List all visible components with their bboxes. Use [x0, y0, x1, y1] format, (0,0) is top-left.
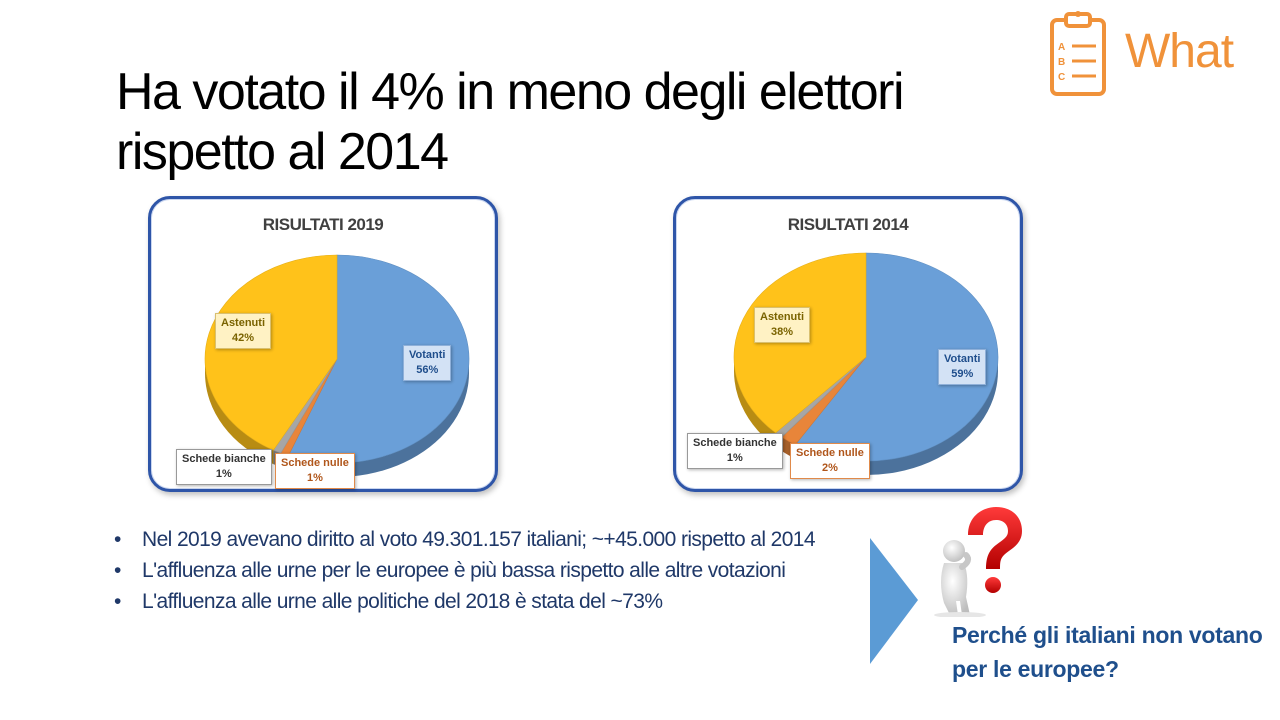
pie-chart-2019 [204, 254, 470, 477]
chart-title: RISULTATI 2014 [787, 215, 909, 234]
question-text: Perché gli italiani non votano per le eu… [952, 622, 1263, 682]
label-schede-nulle: Schede nulle 2% [790, 443, 870, 479]
chart-title: RISULTATI 2019 [262, 215, 384, 234]
pie-slice-astenuti [204, 254, 338, 451]
page-title: Ha votato il 4% in meno degli elettori r… [116, 63, 905, 181]
label-schede-bianche: Schede bianche 1% [687, 433, 783, 469]
label-name: Votanti [944, 353, 981, 365]
label-astenuti: Astenuti 42% [215, 313, 271, 349]
bullet-item: L'affluenza alle urne per le europee è p… [112, 555, 852, 586]
label-value: 38% [770, 326, 794, 338]
clipboard-abc-icon: A B C [1050, 11, 1106, 96]
label-name: Schede bianche [693, 437, 777, 449]
pie-side-votanti [795, 357, 998, 475]
bullet-item: L'affluenza alle urne alle politiche del… [112, 586, 852, 617]
what-label: What [1125, 25, 1234, 78]
label-value: 56% [416, 364, 439, 376]
label-name: Schede bianche [182, 453, 266, 465]
chart-card-2014: RISULTATI 2014 Astenuti 38% Votanti 59% … [673, 196, 1023, 492]
label-name: Astenuti [221, 317, 265, 329]
question-person-icon [934, 507, 1022, 617]
label-value: 1% [215, 468, 232, 480]
arrow-right-icon [870, 538, 918, 664]
label-schede-nulle: Schede nulle 1% [275, 453, 355, 489]
label-astenuti: Astenuti 38% [754, 307, 810, 343]
label-value: 2% [821, 462, 838, 474]
bullet-item: Nel 2019 avevano diritto al voto 49.301.… [112, 524, 852, 555]
label-name: Votanti [409, 349, 446, 361]
label-value: 59% [951, 368, 974, 380]
svg-text:A: A [1058, 42, 1065, 53]
label-votanti: Votanti 56% [403, 345, 452, 381]
label-value: 1% [726, 452, 743, 464]
label-name: Schede nulle [281, 457, 349, 469]
label-name: Astenuti [760, 311, 804, 323]
label-value: 1% [306, 472, 323, 484]
svg-text:C: C [1058, 72, 1065, 83]
label-name: Schede nulle [796, 447, 864, 459]
label-votanti: Votanti 59% [938, 349, 987, 385]
pie-side-votanti [288, 359, 469, 477]
chart-card-2019: RISULTATI 2019 Astenuti 42% Votanti 56% … [148, 196, 498, 492]
label-schede-bianche: Schede bianche 1% [176, 449, 272, 485]
bullet-list: Nel 2019 avevano diritto al voto 49.301.… [112, 524, 852, 617]
label-value: 42% [231, 332, 255, 344]
svg-text:B: B [1058, 57, 1065, 68]
